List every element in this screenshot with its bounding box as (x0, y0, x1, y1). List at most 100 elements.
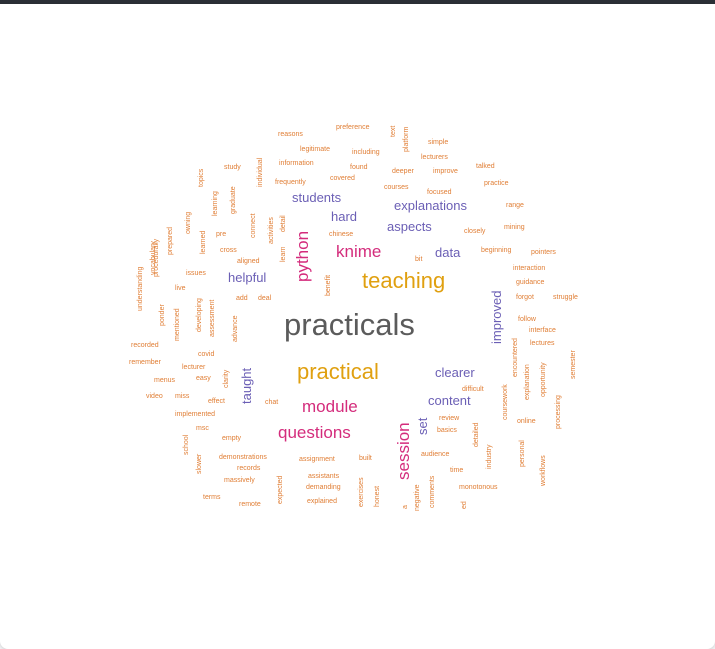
word-easy: easy (196, 375, 211, 382)
word-aspects: aspects (387, 219, 432, 234)
word-reasons: reasons (278, 131, 303, 138)
word-set: set (415, 417, 430, 435)
word-content: content (428, 393, 471, 408)
word-slower: slower (196, 453, 203, 474)
word-procedurally: procedurally (153, 238, 160, 277)
word-massively: massively (224, 477, 255, 484)
word-talked: talked (476, 163, 495, 170)
word-assignment: assignment (299, 456, 335, 463)
word-found: found (350, 164, 368, 171)
word-preference: preference (336, 124, 370, 131)
word-information: information (279, 160, 314, 167)
word-lectures: lectures (530, 340, 555, 347)
word-module: module (302, 397, 358, 416)
word-learn: learn (280, 246, 287, 262)
word-struggle: struggle (553, 294, 578, 301)
word-issues: issues (186, 270, 206, 277)
word-audience: audience (421, 451, 450, 458)
word-covid: covid (198, 351, 215, 358)
word-platform: platform (403, 126, 410, 152)
word-knime: knime (336, 242, 382, 261)
word-personal: personal (519, 440, 526, 467)
word-ed: ed (461, 501, 468, 509)
word-detailed: detailed (473, 422, 480, 447)
word-video: video (146, 393, 163, 400)
word-follow: follow (518, 316, 536, 323)
word-comments: comments (429, 475, 436, 508)
word-study: study (224, 164, 241, 171)
word-industry: industry (486, 444, 493, 469)
word-beginning: beginning (481, 247, 512, 254)
word-coursework: coursework (502, 384, 509, 420)
word-demonstrations: demonstrations (219, 454, 267, 461)
word-online: online (517, 418, 536, 425)
word-practice: practice (484, 180, 509, 187)
word-owning: owning (185, 211, 192, 234)
word-remember: remember (129, 359, 161, 366)
word-simple: simple (428, 139, 449, 146)
word-bit: bit (415, 256, 423, 263)
word-processing: processing (555, 395, 562, 429)
word-questions: questions (278, 423, 351, 442)
window-top-bar (0, 0, 715, 4)
word-closely: closely (464, 228, 486, 235)
word-time: time (450, 467, 464, 474)
word-text: text (390, 125, 397, 137)
word-chinese: chinese (329, 231, 354, 238)
word-taught: taught (239, 367, 254, 404)
word-a: a (402, 505, 409, 509)
word-cross: cross (220, 247, 237, 254)
word-improve: improve (433, 168, 458, 175)
word-built: built (359, 455, 372, 462)
word-aligned: aligned (237, 258, 260, 265)
word-individual: individual (257, 157, 264, 187)
word-improved: improved (489, 290, 504, 344)
word-learning: learning (212, 191, 219, 216)
word-learned: learned (200, 230, 207, 254)
word-basics: basics (437, 427, 457, 434)
word-clearer: clearer (435, 365, 475, 380)
word-miss: miss (175, 393, 190, 400)
word-demanding: demanding (306, 484, 341, 491)
word-prepared: prepared (167, 226, 174, 255)
word-practical: practical (297, 359, 379, 384)
word-frequently: frequently (275, 179, 306, 186)
word-interface: interface (529, 327, 556, 334)
word-explanation: explanation (524, 364, 531, 400)
word-msc: msc (196, 425, 209, 432)
word-activities: activities (268, 217, 275, 244)
word-pointers: pointers (531, 249, 556, 256)
word-assessment: assessment (209, 299, 216, 337)
word-encountered: encountered (512, 338, 519, 377)
word-lecturers: lecturers (421, 154, 448, 161)
word-benefit: benefit (325, 274, 332, 296)
word-hard: hard (331, 209, 358, 224)
word-mining: mining (504, 224, 525, 231)
word-topics: topics (198, 168, 205, 187)
word-implemented: implemented (175, 411, 216, 418)
word-exercises: exercises (358, 477, 365, 507)
word-records: records (237, 465, 261, 472)
word-terms: terms (203, 494, 221, 501)
word-deeper: deeper (392, 168, 414, 175)
word-explanations: explanations (394, 198, 467, 213)
word-legitimate: legitimate (300, 146, 330, 153)
word-add: add (236, 295, 248, 302)
word-clarity: clarity (223, 369, 230, 388)
word-chat: chat (265, 399, 279, 406)
word-courses: courses (384, 184, 409, 191)
word-session: session (394, 422, 413, 480)
word-covered: covered (330, 175, 355, 182)
word-review: review (439, 415, 460, 422)
word-focused: focused (427, 189, 452, 196)
word-negative: negative (414, 484, 421, 511)
word-guidance: guidance (516, 279, 545, 286)
word-forgot: forgot (516, 294, 534, 301)
word-remote: remote (239, 501, 261, 508)
word-effect: effect (208, 398, 225, 405)
word-difficult: difficult (462, 386, 484, 393)
word-pre: pre (216, 231, 227, 238)
word-detail: detail (280, 215, 287, 232)
word-helpful: helpful (228, 270, 267, 285)
word-expected: expected (277, 475, 284, 504)
